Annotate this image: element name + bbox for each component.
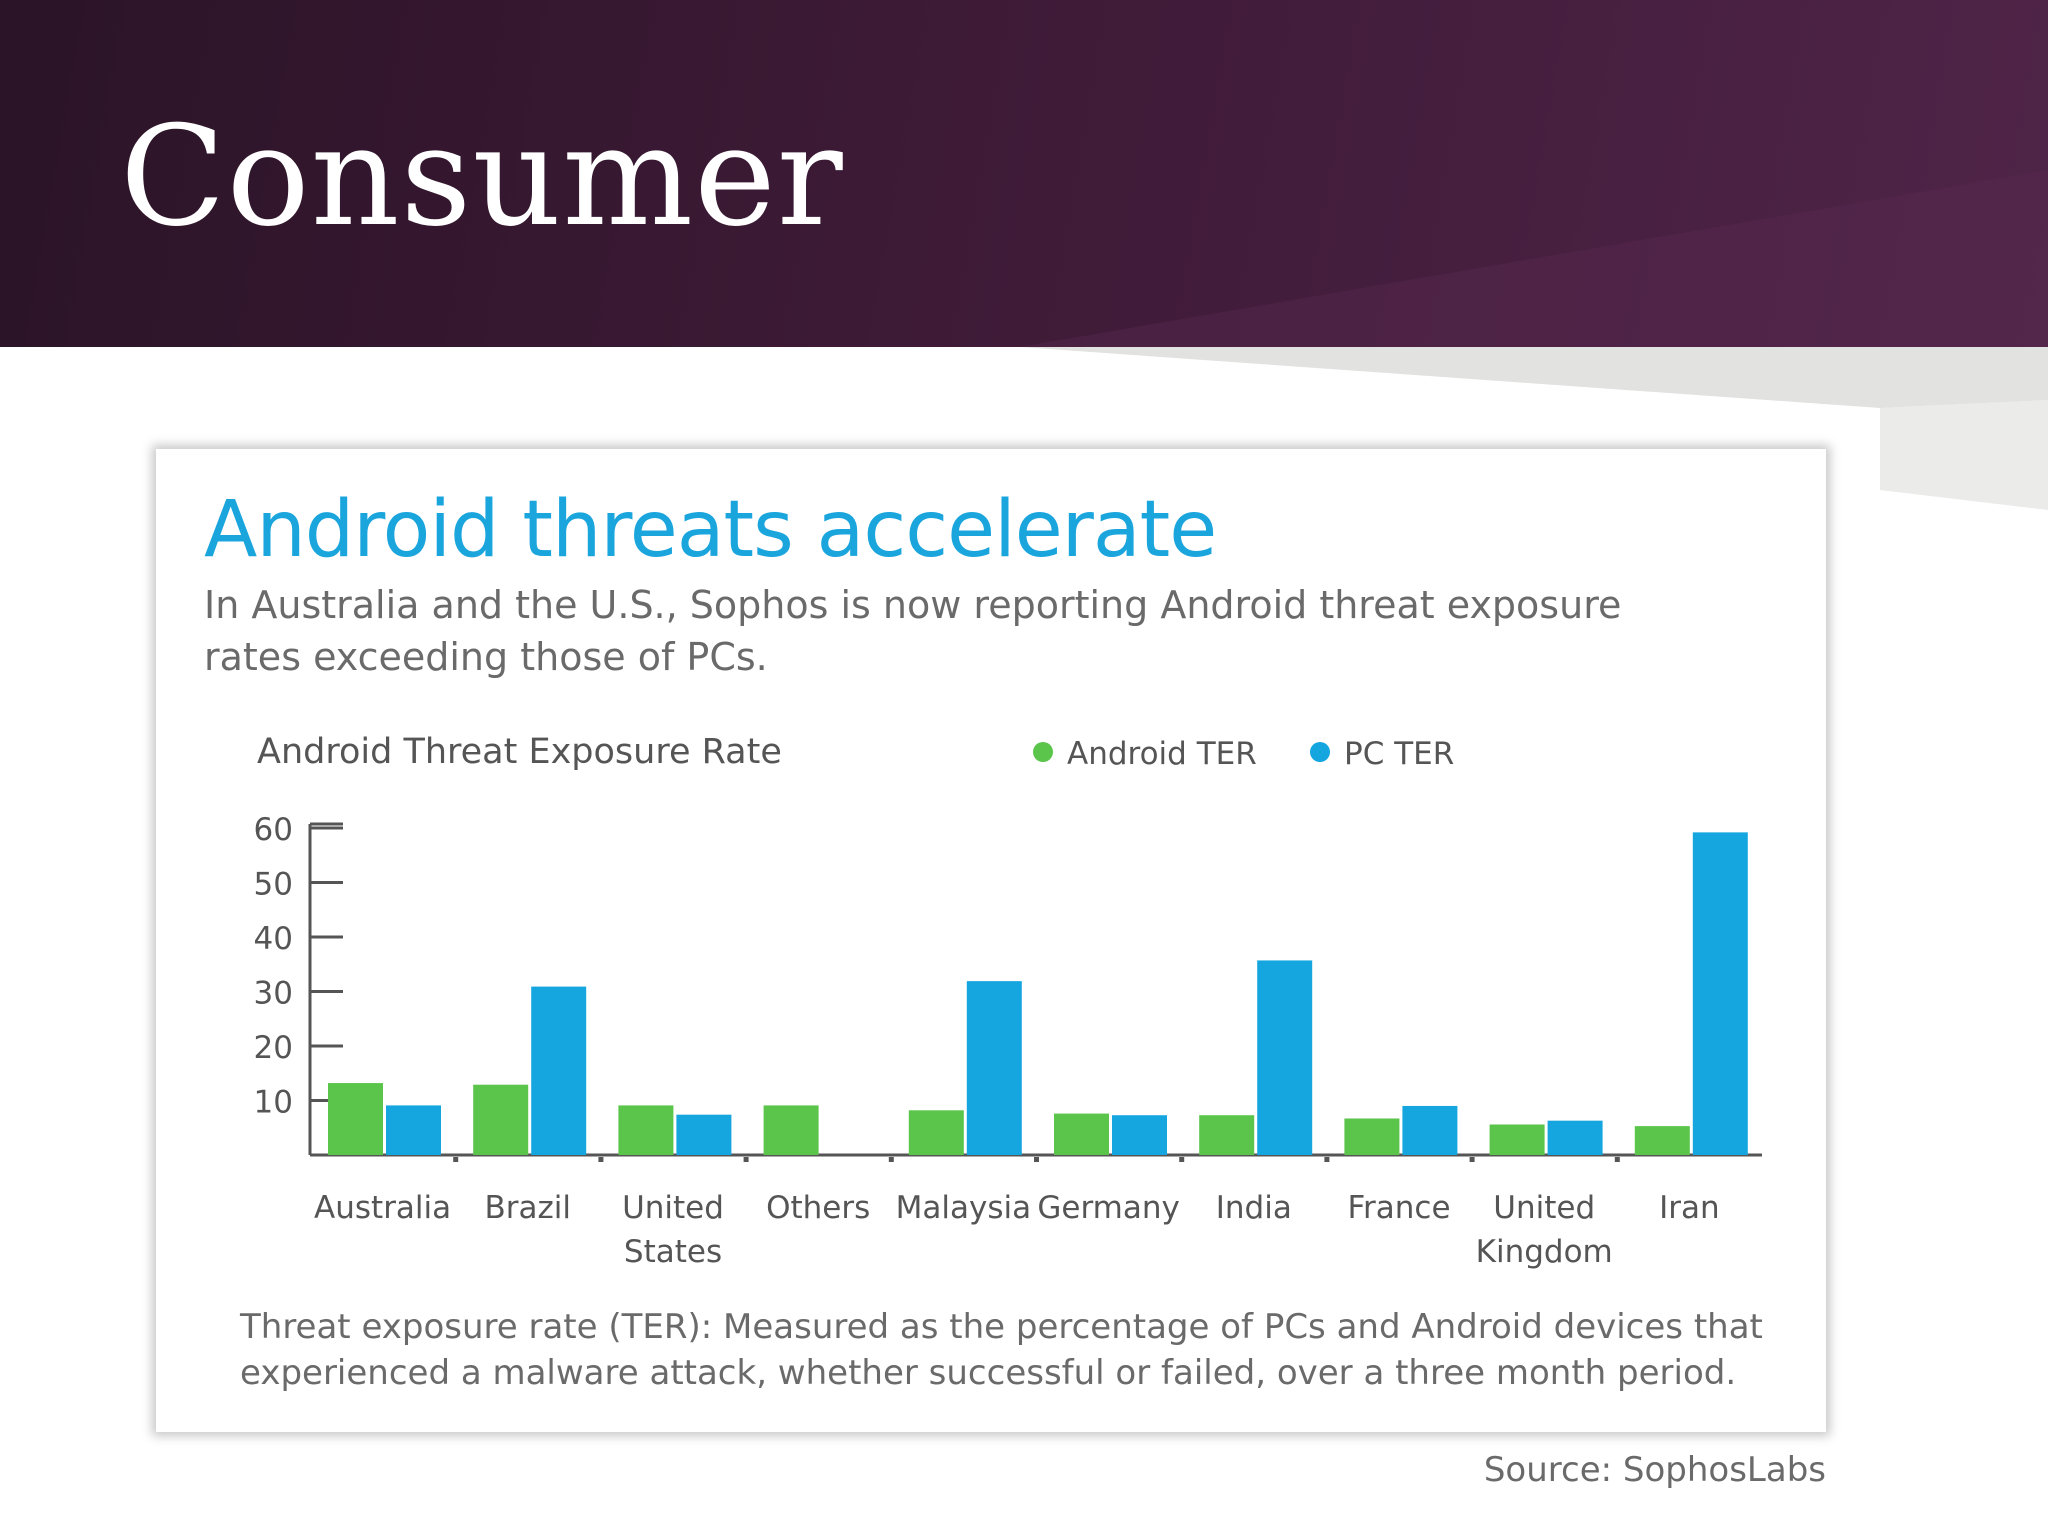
pc-bar (1547, 1120, 1603, 1155)
android-bar (618, 1105, 674, 1155)
pc-bar (966, 981, 1022, 1155)
x-tick-mark (598, 1157, 604, 1162)
android-bar (1634, 1126, 1690, 1155)
x-tick-label: Germany (1037, 1190, 1179, 1226)
y-tick-label: 30 (254, 976, 293, 1012)
ter-footnote: Threat exposure rate (TER): Measured as … (240, 1307, 1763, 1393)
pc-bar (1402, 1105, 1458, 1155)
x-tick-label: France (1347, 1190, 1450, 1226)
x-axis-labels: Australia Brazil United States Others Malaysi… (314, 1190, 1720, 1270)
android-bar (1199, 1115, 1255, 1155)
pc-bar (386, 1105, 441, 1155)
y-tick-label: 60 (254, 812, 293, 848)
chart-bars (328, 832, 1748, 1155)
x-tick-mark (1179, 1157, 1185, 1162)
pc-bar (1692, 832, 1748, 1155)
x-tick-label: Iran (1659, 1190, 1720, 1226)
x-tick-label: Brazil (485, 1190, 572, 1226)
pc-bar (676, 1114, 732, 1155)
x-tick-mark (743, 1157, 749, 1162)
legend: Android TER PC TER (1033, 736, 1454, 772)
x-tick-mark (1614, 1157, 1620, 1162)
x-tick-mark (1469, 1157, 1475, 1162)
x-tick-mark (888, 1157, 894, 1162)
android-bar (1489, 1124, 1545, 1155)
x-tick-mark (1324, 1157, 1330, 1162)
header-banner: Consumer (0, 0, 2048, 347)
x-tick-label: United (1493, 1190, 1595, 1226)
card-subtitle: In Australia and the U.S., Sophos is now… (204, 583, 1622, 679)
android-bar (328, 1083, 383, 1155)
android-bar (473, 1084, 529, 1155)
x-tick-label: Malaysia (896, 1190, 1031, 1226)
legend-pc-swatch (1310, 742, 1330, 762)
legend-pc-label: PC TER (1344, 736, 1454, 772)
x-tick-label: Others (766, 1190, 870, 1226)
y-tick-label: 10 (254, 1085, 293, 1121)
x-tick-label: Australia (314, 1190, 451, 1226)
pc-bar (1257, 960, 1313, 1155)
y-tick-label: 50 (254, 867, 293, 903)
x-tick-label: United (622, 1190, 724, 1226)
chart-card: Android threats accelerate In Australia … (156, 449, 1826, 1432)
x-tick-label: Kingdom (1476, 1234, 1613, 1270)
chart-title: Android Threat Exposure Rate (257, 732, 782, 772)
x-tick-label: States (624, 1234, 722, 1270)
x-tick-mark (1034, 1157, 1039, 1162)
pc-bar (531, 986, 587, 1155)
y-tick-label: 20 (254, 1030, 293, 1066)
slide-title: Consumer (120, 96, 844, 257)
android-bar (1054, 1113, 1109, 1155)
android-bar (763, 1105, 819, 1155)
y-tick-label: 40 (254, 921, 293, 957)
source-credit: Source: SophosLabs (1483, 1450, 1826, 1490)
android-bar (908, 1110, 964, 1155)
x-tick-label: India (1216, 1190, 1292, 1226)
legend-android-swatch (1033, 742, 1053, 762)
android-bar (1344, 1118, 1400, 1155)
card-title: Android threats accelerate (204, 485, 1217, 575)
pc-bar (1112, 1115, 1167, 1155)
x-tick-mark (453, 1157, 459, 1162)
legend-android-label: Android TER (1067, 736, 1257, 772)
